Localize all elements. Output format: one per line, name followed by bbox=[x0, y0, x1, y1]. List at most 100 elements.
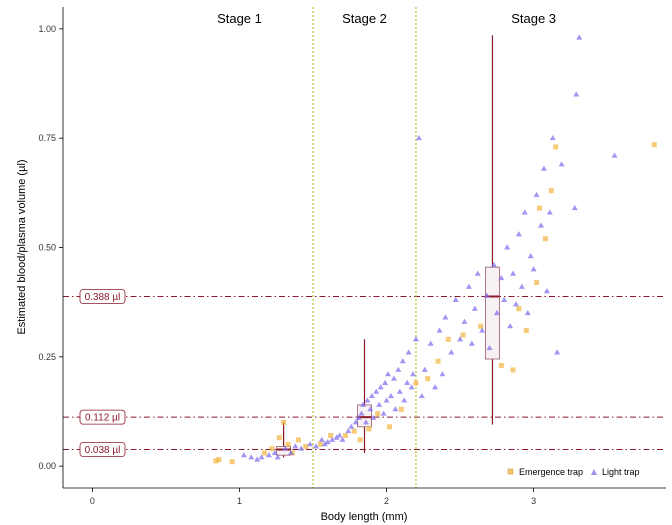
emergence-trap-point bbox=[261, 450, 267, 456]
emergence-trap-point bbox=[295, 437, 301, 443]
light-trap-point bbox=[376, 401, 383, 407]
light-trap-point bbox=[312, 443, 319, 449]
light-trap-point bbox=[486, 344, 493, 351]
light-trap-point bbox=[385, 371, 392, 377]
data-points bbox=[213, 34, 657, 465]
y-tick-label: 0.00 bbox=[38, 461, 56, 471]
light-trap-point bbox=[367, 406, 374, 412]
light-trap-point bbox=[410, 371, 417, 377]
emergence-trap-point bbox=[413, 380, 419, 386]
light-trap-point bbox=[461, 318, 468, 324]
light-trap-point bbox=[418, 392, 425, 399]
light-trap-point bbox=[546, 209, 553, 215]
light-trap-point bbox=[573, 91, 580, 97]
light-trap-point bbox=[549, 134, 556, 141]
light-trap-point bbox=[254, 456, 261, 462]
light-trap-point bbox=[408, 384, 415, 390]
light-trap-point bbox=[307, 441, 314, 447]
reference-label-box-0 bbox=[79, 289, 126, 304]
light-trap-point bbox=[468, 340, 475, 346]
light-trap-point bbox=[370, 414, 377, 421]
boxplot-box bbox=[485, 266, 500, 360]
light-trap-point bbox=[507, 323, 514, 329]
light-trap-point bbox=[382, 379, 389, 386]
x-tick-label: 2 bbox=[384, 496, 389, 506]
light-trap-point bbox=[274, 454, 281, 460]
light-trap-point bbox=[401, 397, 408, 403]
light-trap-point bbox=[392, 406, 399, 412]
emergence-trap-point bbox=[285, 441, 291, 447]
light-trap-point bbox=[324, 438, 331, 445]
light-trap-point bbox=[501, 296, 508, 302]
emergence-trap-point bbox=[516, 306, 522, 312]
light-trap-point bbox=[405, 349, 412, 355]
emergence-trap-point bbox=[548, 188, 554, 194]
light-trap-point bbox=[355, 414, 362, 421]
x-axis-label: Body length (mm) bbox=[321, 511, 408, 523]
light-trap-point bbox=[362, 419, 369, 425]
light-trap-point bbox=[518, 283, 525, 289]
y-tick-label: 0.25 bbox=[38, 352, 56, 362]
emergence-trap-point bbox=[216, 457, 222, 463]
light-trap-point bbox=[333, 434, 340, 440]
emergence-trap-point bbox=[317, 441, 323, 447]
emergence-trap-point bbox=[357, 437, 363, 443]
emergence-trap-point bbox=[328, 433, 334, 439]
stage-labels: Stage 1 Stage 2 Stage 3 bbox=[217, 11, 556, 26]
legend-light-marker bbox=[591, 469, 597, 475]
light-trap-point bbox=[515, 231, 522, 237]
light-trap-point bbox=[321, 441, 328, 447]
light-trap-point bbox=[387, 392, 394, 399]
emergence-trap-point bbox=[553, 144, 559, 150]
light-trap-point bbox=[471, 305, 478, 311]
light-trap-point bbox=[571, 204, 578, 211]
boxplot-2 bbox=[485, 35, 500, 425]
light-trap-point bbox=[383, 397, 390, 403]
light-trap-point bbox=[292, 443, 299, 449]
light-trap-point bbox=[348, 423, 355, 429]
stage-dividers bbox=[312, 7, 417, 488]
light-trap-point bbox=[399, 357, 406, 364]
light-trap-point bbox=[543, 288, 550, 294]
light-trap-point bbox=[427, 340, 434, 346]
light-trap-point bbox=[452, 296, 459, 302]
light-trap-point bbox=[287, 449, 294, 456]
light-trap-point bbox=[396, 388, 403, 394]
light-trap-point bbox=[352, 419, 359, 425]
x-axis-ticks: 0 1 2 3 bbox=[90, 488, 536, 506]
light-trap-point bbox=[442, 314, 449, 320]
light-trap-point bbox=[358, 410, 365, 416]
emergence-trap-point bbox=[534, 279, 540, 285]
light-trap-point bbox=[336, 432, 343, 438]
emergence-trap-point bbox=[478, 323, 484, 329]
light-trap-point bbox=[436, 327, 443, 333]
light-trap-point bbox=[527, 253, 534, 259]
light-trap-point bbox=[248, 454, 255, 460]
emergence-trap-point bbox=[269, 446, 275, 452]
light-trap-point bbox=[474, 270, 481, 276]
stage-label-2: Stage 2 bbox=[342, 11, 387, 26]
legend-emergence-label: Emergence trap bbox=[519, 467, 583, 477]
emergence-trap-point bbox=[425, 376, 431, 382]
y-axis-ticks: 0.00 0.25 0.50 0.75 1.00 bbox=[38, 24, 63, 471]
emergence-trap-point bbox=[387, 424, 393, 430]
light-trap-point bbox=[524, 309, 531, 316]
light-trap-point bbox=[395, 366, 402, 372]
emergence-trap-point bbox=[276, 435, 282, 441]
light-trap-point bbox=[479, 327, 486, 333]
boxplots bbox=[276, 35, 500, 458]
emergence-trap-point bbox=[445, 336, 451, 342]
emergence-trap-point bbox=[375, 411, 381, 417]
light-trap-point bbox=[498, 274, 505, 281]
light-trap-point bbox=[282, 445, 289, 451]
reference-label-2: 0.038 µl bbox=[85, 445, 121, 456]
light-trap-point bbox=[412, 336, 419, 342]
light-trap-point bbox=[465, 283, 472, 289]
light-trap-point bbox=[540, 165, 547, 171]
light-trap-point bbox=[537, 222, 544, 228]
light-trap-point bbox=[415, 134, 422, 141]
light-trap-point bbox=[483, 292, 490, 298]
reference-labels: 0.388 µl 0.112 µl 0.038 µl bbox=[79, 289, 126, 457]
light-trap-point bbox=[533, 191, 540, 198]
